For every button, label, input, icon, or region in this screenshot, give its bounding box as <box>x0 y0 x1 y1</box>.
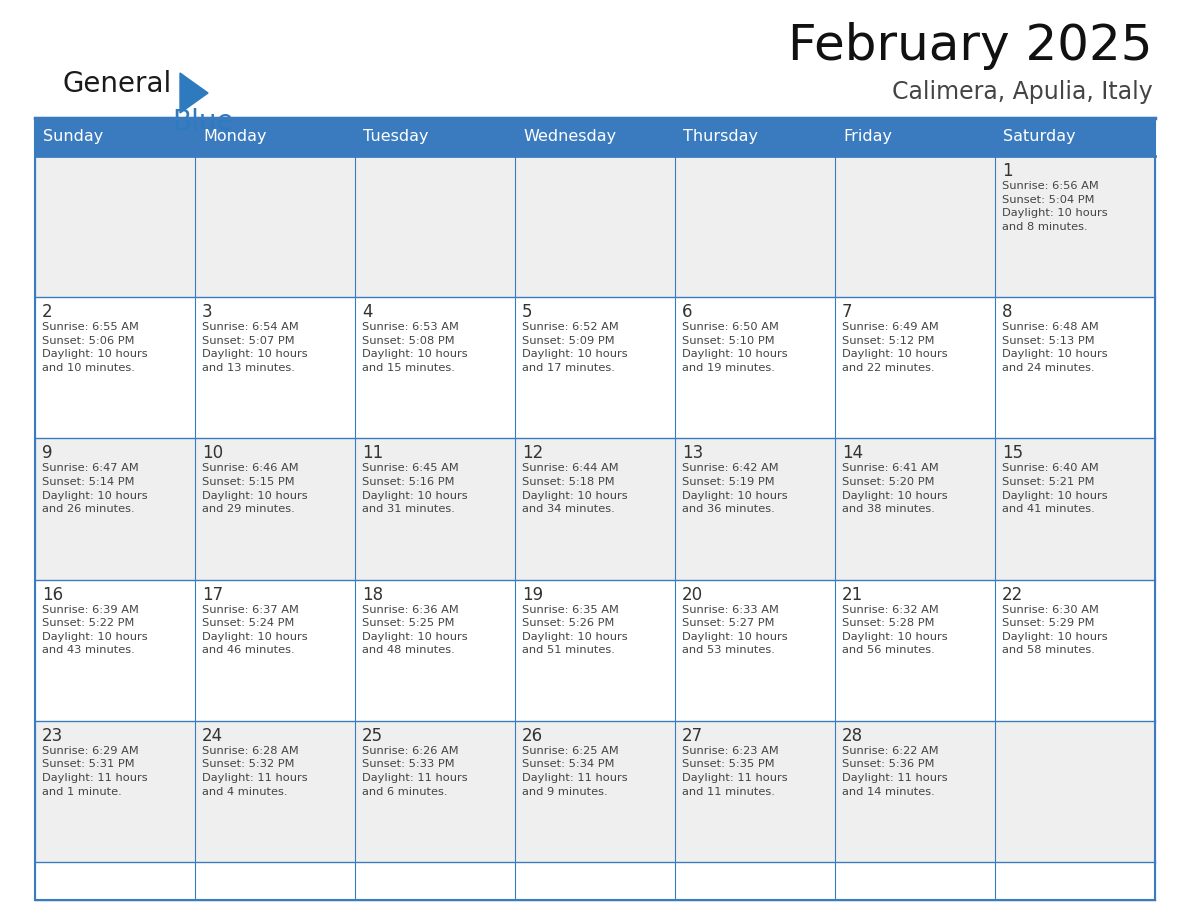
Text: Sunrise: 6:41 AM
Sunset: 5:20 PM
Daylight: 10 hours
and 38 minutes.: Sunrise: 6:41 AM Sunset: 5:20 PM Dayligh… <box>842 464 948 514</box>
Text: Monday: Monday <box>203 129 266 144</box>
Text: Sunrise: 6:52 AM
Sunset: 5:09 PM
Daylight: 10 hours
and 17 minutes.: Sunrise: 6:52 AM Sunset: 5:09 PM Dayligh… <box>522 322 627 373</box>
Text: 26: 26 <box>522 727 543 744</box>
Text: Saturday: Saturday <box>1003 129 1075 144</box>
Text: Calimera, Apulia, Italy: Calimera, Apulia, Italy <box>892 80 1154 104</box>
Polygon shape <box>181 73 208 113</box>
Text: Friday: Friday <box>843 129 892 144</box>
Text: Sunrise: 6:39 AM
Sunset: 5:22 PM
Daylight: 10 hours
and 43 minutes.: Sunrise: 6:39 AM Sunset: 5:22 PM Dayligh… <box>42 605 147 655</box>
Text: 4: 4 <box>362 303 373 321</box>
Text: Sunrise: 6:23 AM
Sunset: 5:35 PM
Daylight: 11 hours
and 11 minutes.: Sunrise: 6:23 AM Sunset: 5:35 PM Dayligh… <box>682 745 788 797</box>
Text: 3: 3 <box>202 303 213 321</box>
Text: Sunrise: 6:29 AM
Sunset: 5:31 PM
Daylight: 11 hours
and 1 minute.: Sunrise: 6:29 AM Sunset: 5:31 PM Dayligh… <box>42 745 147 797</box>
Bar <box>34 156 1155 297</box>
Text: 10: 10 <box>202 444 223 463</box>
Text: Blue: Blue <box>172 108 234 136</box>
Text: Sunrise: 6:22 AM
Sunset: 5:36 PM
Daylight: 11 hours
and 14 minutes.: Sunrise: 6:22 AM Sunset: 5:36 PM Dayligh… <box>842 745 948 797</box>
Bar <box>34 579 1155 721</box>
Text: Sunrise: 6:33 AM
Sunset: 5:27 PM
Daylight: 10 hours
and 53 minutes.: Sunrise: 6:33 AM Sunset: 5:27 PM Dayligh… <box>682 605 788 655</box>
Text: 28: 28 <box>842 727 864 744</box>
Text: Sunrise: 6:45 AM
Sunset: 5:16 PM
Daylight: 10 hours
and 31 minutes.: Sunrise: 6:45 AM Sunset: 5:16 PM Dayligh… <box>362 464 468 514</box>
Text: 18: 18 <box>362 586 383 604</box>
Text: Sunrise: 6:42 AM
Sunset: 5:19 PM
Daylight: 10 hours
and 36 minutes.: Sunrise: 6:42 AM Sunset: 5:19 PM Dayligh… <box>682 464 788 514</box>
Text: Sunrise: 6:40 AM
Sunset: 5:21 PM
Daylight: 10 hours
and 41 minutes.: Sunrise: 6:40 AM Sunset: 5:21 PM Dayligh… <box>1001 464 1107 514</box>
Text: Sunrise: 6:54 AM
Sunset: 5:07 PM
Daylight: 10 hours
and 13 minutes.: Sunrise: 6:54 AM Sunset: 5:07 PM Dayligh… <box>202 322 308 373</box>
Text: 19: 19 <box>522 586 543 604</box>
Bar <box>34 118 1155 156</box>
Text: Sunrise: 6:56 AM
Sunset: 5:04 PM
Daylight: 10 hours
and 8 minutes.: Sunrise: 6:56 AM Sunset: 5:04 PM Dayligh… <box>1001 181 1107 232</box>
Bar <box>34 297 1155 439</box>
Text: 11: 11 <box>362 444 384 463</box>
Text: Sunrise: 6:49 AM
Sunset: 5:12 PM
Daylight: 10 hours
and 22 minutes.: Sunrise: 6:49 AM Sunset: 5:12 PM Dayligh… <box>842 322 948 373</box>
Text: Sunrise: 6:26 AM
Sunset: 5:33 PM
Daylight: 11 hours
and 6 minutes.: Sunrise: 6:26 AM Sunset: 5:33 PM Dayligh… <box>362 745 468 797</box>
Text: Sunday: Sunday <box>43 129 103 144</box>
Text: 6: 6 <box>682 303 693 321</box>
Text: Sunrise: 6:44 AM
Sunset: 5:18 PM
Daylight: 10 hours
and 34 minutes.: Sunrise: 6:44 AM Sunset: 5:18 PM Dayligh… <box>522 464 627 514</box>
Text: Sunrise: 6:32 AM
Sunset: 5:28 PM
Daylight: 10 hours
and 56 minutes.: Sunrise: 6:32 AM Sunset: 5:28 PM Dayligh… <box>842 605 948 655</box>
Text: February 2025: February 2025 <box>789 22 1154 70</box>
Text: 14: 14 <box>842 444 864 463</box>
Text: Sunrise: 6:35 AM
Sunset: 5:26 PM
Daylight: 10 hours
and 51 minutes.: Sunrise: 6:35 AM Sunset: 5:26 PM Dayligh… <box>522 605 627 655</box>
Text: 17: 17 <box>202 586 223 604</box>
Text: 20: 20 <box>682 586 703 604</box>
Bar <box>34 118 1155 900</box>
Text: 1: 1 <box>1001 162 1012 180</box>
Text: Sunrise: 6:47 AM
Sunset: 5:14 PM
Daylight: 10 hours
and 26 minutes.: Sunrise: 6:47 AM Sunset: 5:14 PM Dayligh… <box>42 464 147 514</box>
Text: 13: 13 <box>682 444 703 463</box>
Text: 21: 21 <box>842 586 864 604</box>
Text: Sunrise: 6:37 AM
Sunset: 5:24 PM
Daylight: 10 hours
and 46 minutes.: Sunrise: 6:37 AM Sunset: 5:24 PM Dayligh… <box>202 605 308 655</box>
Text: Sunrise: 6:53 AM
Sunset: 5:08 PM
Daylight: 10 hours
and 15 minutes.: Sunrise: 6:53 AM Sunset: 5:08 PM Dayligh… <box>362 322 468 373</box>
Text: 15: 15 <box>1001 444 1023 463</box>
Text: Wednesday: Wednesday <box>523 129 617 144</box>
Text: 5: 5 <box>522 303 532 321</box>
Bar <box>34 439 1155 579</box>
Text: Sunrise: 6:36 AM
Sunset: 5:25 PM
Daylight: 10 hours
and 48 minutes.: Sunrise: 6:36 AM Sunset: 5:25 PM Dayligh… <box>362 605 468 655</box>
Text: 16: 16 <box>42 586 63 604</box>
Text: 9: 9 <box>42 444 52 463</box>
Text: Sunrise: 6:50 AM
Sunset: 5:10 PM
Daylight: 10 hours
and 19 minutes.: Sunrise: 6:50 AM Sunset: 5:10 PM Dayligh… <box>682 322 788 373</box>
Text: Sunrise: 6:46 AM
Sunset: 5:15 PM
Daylight: 10 hours
and 29 minutes.: Sunrise: 6:46 AM Sunset: 5:15 PM Dayligh… <box>202 464 308 514</box>
Text: Sunrise: 6:55 AM
Sunset: 5:06 PM
Daylight: 10 hours
and 10 minutes.: Sunrise: 6:55 AM Sunset: 5:06 PM Dayligh… <box>42 322 147 373</box>
Text: 24: 24 <box>202 727 223 744</box>
Text: 12: 12 <box>522 444 543 463</box>
Text: Tuesday: Tuesday <box>364 129 429 144</box>
Text: Thursday: Thursday <box>683 129 758 144</box>
Text: Sunrise: 6:28 AM
Sunset: 5:32 PM
Daylight: 11 hours
and 4 minutes.: Sunrise: 6:28 AM Sunset: 5:32 PM Dayligh… <box>202 745 308 797</box>
Text: 23: 23 <box>42 727 63 744</box>
Text: 22: 22 <box>1001 586 1023 604</box>
Text: Sunrise: 6:30 AM
Sunset: 5:29 PM
Daylight: 10 hours
and 58 minutes.: Sunrise: 6:30 AM Sunset: 5:29 PM Dayligh… <box>1001 605 1107 655</box>
Bar <box>34 721 1155 862</box>
Text: General: General <box>62 70 171 98</box>
Text: 8: 8 <box>1001 303 1012 321</box>
Text: 2: 2 <box>42 303 52 321</box>
Text: 7: 7 <box>842 303 853 321</box>
Text: 25: 25 <box>362 727 383 744</box>
Text: 27: 27 <box>682 727 703 744</box>
Text: Sunrise: 6:25 AM
Sunset: 5:34 PM
Daylight: 11 hours
and 9 minutes.: Sunrise: 6:25 AM Sunset: 5:34 PM Dayligh… <box>522 745 627 797</box>
Text: Sunrise: 6:48 AM
Sunset: 5:13 PM
Daylight: 10 hours
and 24 minutes.: Sunrise: 6:48 AM Sunset: 5:13 PM Dayligh… <box>1001 322 1107 373</box>
